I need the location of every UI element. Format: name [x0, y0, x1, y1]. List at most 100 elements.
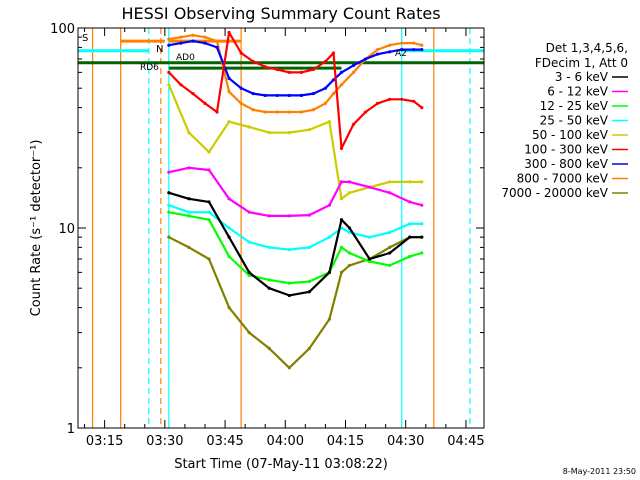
series-6-point-19 [388, 50, 392, 54]
series-0-point-2 [207, 200, 211, 204]
series-1-point-9 [339, 180, 344, 184]
flag-label-a2: A2 [395, 49, 407, 59]
series-1-point-4 [247, 210, 251, 214]
y-tick-label-0: 1 [67, 422, 75, 437]
series-7-point-13 [323, 101, 328, 105]
x-tick-label-4: 04:15 [327, 434, 364, 449]
series-3-point-7 [307, 245, 311, 249]
series-8-point-6 [287, 366, 291, 370]
series-7-point-18 [376, 47, 380, 52]
y-axis-label: Count Rate (s⁻¹ detector⁻¹) [29, 140, 44, 317]
series-7-point-2 [191, 33, 195, 37]
series-6-point-10 [287, 93, 291, 98]
series-8-point-10 [347, 263, 352, 268]
legend-label-3: 25 - 50 keV [540, 114, 609, 128]
series-6-point-8 [263, 93, 267, 98]
series-0-point-11 [367, 257, 372, 261]
series-7-point-1 [179, 35, 183, 39]
series-1-point-3 [227, 197, 231, 201]
series-0-point-9 [339, 218, 344, 222]
series-8-point-2 [207, 257, 211, 261]
series-6-point-22 [420, 47, 424, 52]
series-8-point-4 [247, 330, 251, 335]
footer-date-stamp: 8-May-2011 23:50 [563, 467, 636, 476]
x-tick-label-2: 03:45 [206, 434, 243, 449]
series-2-point-6 [287, 281, 291, 285]
series-1-point-0 [167, 170, 171, 174]
legend-label-5: 100 - 300 keV [524, 143, 608, 157]
series-0-point-0 [167, 191, 171, 195]
series-4-point-10 [347, 191, 352, 195]
series-1-point-2 [207, 168, 211, 172]
series-7-point-3 [203, 35, 207, 39]
series-3-point-1 [187, 210, 191, 214]
y-tick-label-2: 100 [50, 22, 75, 37]
series-6-point-18 [376, 52, 380, 56]
series-5-point-17 [363, 110, 368, 114]
series-3-point-13 [408, 222, 412, 226]
series-6-point-7 [251, 91, 255, 96]
series-7-point-9 [275, 110, 279, 114]
series-5-point-1 [179, 83, 183, 87]
series-4-point-9 [339, 197, 344, 201]
series-5-point-13 [323, 59, 328, 64]
series-2-point-10 [347, 251, 352, 255]
series-5-point-6 [239, 51, 243, 55]
series-1-point-8 [327, 203, 332, 207]
series-5-point-4 [215, 110, 219, 114]
series-3-point-2 [207, 210, 211, 214]
series-5-point-22 [420, 105, 424, 110]
series-1-point-13 [408, 200, 412, 204]
series-5-point-0 [167, 70, 171, 74]
series-8-point-7 [307, 346, 311, 351]
series-6-point-20 [400, 47, 404, 52]
series-0-point-6 [287, 293, 291, 298]
series-8-point-1 [187, 245, 191, 249]
series-1-point-10 [347, 180, 352, 184]
series-6-point-0 [167, 43, 171, 47]
legend-label-4: 50 - 100 keV [532, 128, 609, 142]
series-7-point-22 [420, 43, 424, 47]
series-3-point-0 [167, 203, 171, 207]
series-3-point-12 [388, 230, 392, 235]
series-5-point-18 [376, 101, 380, 105]
series-5-point-19 [388, 97, 392, 101]
series-6-point-3 [203, 41, 207, 45]
series-5-point-12 [311, 67, 315, 72]
series-2-point-13 [408, 254, 412, 259]
y-tick-label-1: 10 [58, 222, 75, 237]
series-1-point-12 [388, 191, 392, 195]
series-4-point-7 [307, 128, 311, 132]
series-3-point-10 [347, 230, 352, 235]
series-1-point-14 [420, 203, 424, 207]
series-5-point-21 [412, 99, 416, 103]
chart-title: HESSI Observing Summary Count Rates [121, 4, 440, 23]
series-1-point-1 [187, 166, 191, 170]
series-6-point-11 [299, 93, 303, 98]
legend-label-8: 7000 - 20000 keV [501, 186, 608, 200]
series-0-point-10 [347, 226, 352, 230]
series-0-point-7 [307, 290, 311, 294]
series-4-point-1 [187, 130, 191, 135]
y-axis: 1 10 100 [50, 22, 484, 437]
series-6-point-13 [323, 86, 328, 90]
series-4-point-6 [287, 130, 291, 135]
series-4-point-12 [388, 180, 392, 184]
series-6-point-21 [412, 47, 416, 52]
x-tick-label-0: 03:15 [86, 434, 123, 449]
x-tick-label-1: 03:30 [146, 434, 183, 449]
series-7-point-10 [287, 110, 291, 114]
series-5-point-14 [331, 51, 336, 55]
flag-label-n: N [156, 44, 163, 55]
series-0-point-14 [420, 235, 424, 239]
series-4-point-3 [227, 120, 231, 124]
series-5-point-10 [287, 70, 291, 74]
series-7-point-7 [251, 108, 255, 112]
series-4-point-14 [420, 180, 424, 184]
legend-label-6: 300 - 800 keV [524, 157, 608, 171]
series-5-point-11 [299, 70, 303, 74]
series-layer [167, 30, 424, 370]
series-6-point-2 [191, 39, 195, 43]
series-2-point-4 [247, 273, 251, 277]
series-4-point-4 [247, 125, 251, 129]
